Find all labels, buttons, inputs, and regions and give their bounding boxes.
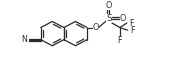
Text: O: O	[120, 14, 126, 23]
Text: F: F	[130, 26, 134, 35]
Text: F: F	[118, 36, 122, 45]
Text: S: S	[106, 14, 112, 23]
Text: F: F	[129, 19, 134, 28]
Text: O: O	[93, 23, 99, 32]
Text: N: N	[21, 35, 27, 44]
Text: O: O	[106, 1, 112, 10]
